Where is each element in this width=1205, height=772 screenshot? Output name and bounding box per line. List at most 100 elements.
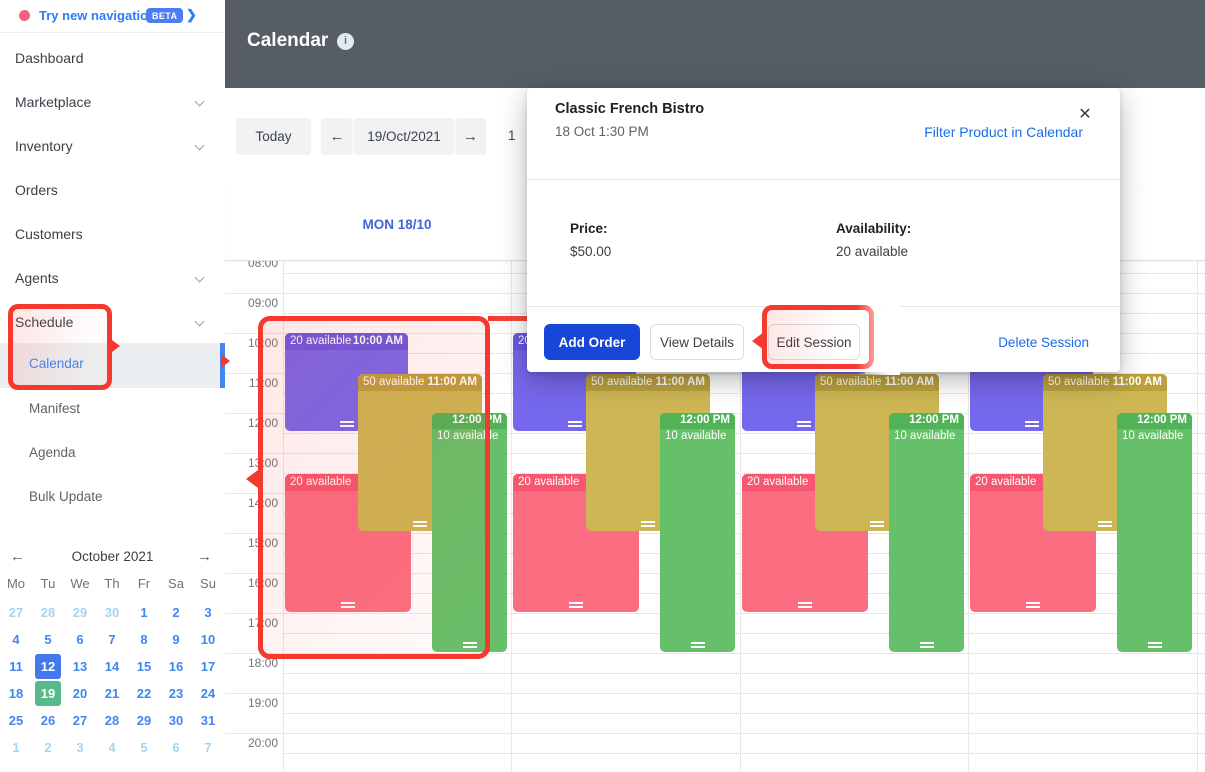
session-12pm[interactable]: 12:00 PM 10 available: [889, 413, 964, 652]
sidebar-item-schedule[interactable]: Schedule: [0, 309, 225, 335]
date-display[interactable]: 19/Oct/2021: [354, 118, 454, 155]
prev-day-arrow[interactable]: ←: [321, 118, 353, 155]
event-availability-label: 10 available: [432, 429, 507, 443]
hour-label: 18:00: [247, 656, 278, 670]
minical-day[interactable]: 7: [108, 632, 116, 647]
drag-handle-icon[interactable]: [870, 521, 884, 527]
edit-session-button[interactable]: Edit Session: [768, 324, 860, 360]
event-availability-label: 10 available: [1122, 430, 1184, 442]
filter-product-link[interactable]: Filter Product in Calendar: [924, 124, 1083, 140]
today-button[interactable]: Today: [236, 118, 311, 155]
minical-day[interactable]: 28: [40, 605, 56, 620]
sidebar-item-orders[interactable]: Orders: [15, 182, 58, 198]
minical-day[interactable]: 21: [104, 686, 120, 701]
minical-day[interactable]: 13: [72, 659, 88, 674]
chevron-down-icon: [194, 272, 205, 283]
minical-day[interactable]: 15: [136, 659, 152, 674]
minical-day[interactable]: 22: [136, 686, 152, 701]
chevron-down-icon: [194, 316, 205, 327]
minical-day[interactable]: 17: [200, 659, 216, 674]
minical-day[interactable]: 1: [140, 605, 148, 620]
day-column-header[interactable]: MON 18/10: [362, 217, 432, 232]
next-day-arrow[interactable]: →: [455, 118, 486, 155]
minical-selected-day[interactable]: 12: [35, 654, 61, 679]
minical-day[interactable]: 16: [168, 659, 184, 674]
event-availability-label: 20 available: [975, 476, 1037, 488]
minical-day[interactable]: 18: [8, 686, 24, 701]
minical-day[interactable]: 30: [168, 713, 184, 728]
minical-day[interactable]: 1: [12, 740, 20, 755]
minical-day[interactable]: 29: [72, 605, 88, 620]
drag-handle-icon[interactable]: [462, 642, 477, 648]
beta-banner[interactable]: Try new navigation BETA ❯: [0, 0, 225, 33]
minical-day[interactable]: 12: [32, 653, 64, 680]
minical-selected-day[interactable]: 19: [35, 681, 61, 706]
minical-day[interactable]: 25: [8, 713, 24, 728]
sidebar-item-agents[interactable]: Agents: [0, 265, 225, 291]
minical-day[interactable]: 26: [40, 713, 56, 728]
minical-day[interactable]: 9: [172, 632, 180, 647]
drag-handle-icon[interactable]: [1026, 602, 1040, 608]
minical-day[interactable]: 4: [108, 740, 116, 755]
minical-day[interactable]: 4: [12, 632, 20, 647]
notification-dot-icon: [19, 10, 30, 21]
minical-day[interactable]: 28: [104, 713, 120, 728]
minical-day[interactable]: 29: [136, 713, 152, 728]
minical-day[interactable]: 6: [76, 632, 84, 647]
minical-day[interactable]: 23: [168, 686, 184, 701]
drag-handle-icon[interactable]: [567, 421, 582, 427]
minical-day[interactable]: 3: [204, 605, 212, 620]
session-12pm[interactable]: 12:00 PM 10 available: [1117, 413, 1192, 652]
minical-day[interactable]: 19: [32, 680, 64, 707]
sidebar-item-inventory[interactable]: Inventory: [0, 133, 225, 159]
delete-session-link[interactable]: Delete Session: [998, 335, 1089, 350]
drag-handle-icon[interactable]: [339, 421, 354, 427]
minical-day[interactable]: 8: [140, 632, 148, 647]
sidebar-item-customers[interactable]: Customers: [15, 226, 83, 242]
sidebar-item-manifest[interactable]: Manifest: [29, 401, 81, 416]
minical-day[interactable]: 6: [172, 740, 180, 755]
session-12pm[interactable]: 12:00 PM 10 available: [660, 413, 735, 652]
minical-day[interactable]: 27: [72, 713, 88, 728]
beta-banner-label[interactable]: Try new navigation: [39, 8, 157, 23]
sidebar-item-agenda[interactable]: Agenda: [29, 445, 76, 460]
minical-day[interactable]: 20: [72, 686, 88, 701]
info-icon[interactable]: i: [337, 33, 354, 50]
minical-day[interactable]: 30: [104, 605, 120, 620]
drag-handle-icon[interactable]: [413, 521, 427, 527]
minical-day[interactable]: 5: [44, 632, 52, 647]
sidebar-item-bulk-update[interactable]: Bulk Update: [29, 489, 103, 504]
minical-day[interactable]: 11: [9, 659, 23, 674]
minical-day[interactable]: 14: [104, 659, 120, 674]
session-130pm[interactable]: 20 available: [513, 474, 639, 612]
drag-handle-icon[interactable]: [796, 421, 811, 427]
sidebar-item-label: Calendar: [29, 356, 84, 371]
minical-prev-arrow[interactable]: ←: [10, 548, 25, 565]
drag-handle-icon[interactable]: [341, 602, 355, 608]
drag-handle-icon[interactable]: [919, 642, 934, 648]
drag-handle-icon[interactable]: [1147, 642, 1162, 648]
minical-day[interactable]: 10: [200, 632, 216, 647]
minical-day[interactable]: 2: [172, 605, 180, 620]
drag-handle-icon[interactable]: [641, 521, 655, 527]
sidebar-item-marketplace[interactable]: Marketplace: [0, 89, 225, 115]
drag-handle-icon[interactable]: [798, 602, 812, 608]
drag-handle-icon[interactable]: [569, 602, 583, 608]
minical-day[interactable]: 3: [76, 740, 84, 755]
minical-day[interactable]: 5: [140, 740, 148, 755]
drag-handle-icon[interactable]: [1098, 521, 1112, 527]
drag-handle-icon[interactable]: [1024, 421, 1039, 427]
close-icon[interactable]: ✕: [1078, 106, 1092, 123]
minical-day[interactable]: 24: [200, 686, 216, 701]
minical-day[interactable]: 2: [44, 740, 52, 755]
drag-handle-icon[interactable]: [690, 642, 705, 648]
sidebar-item-dashboard[interactable]: Dashboard: [15, 50, 84, 66]
minical-day[interactable]: 27: [8, 605, 24, 620]
minical-day[interactable]: 31: [200, 713, 216, 728]
event-availability-label: 20 available: [290, 335, 351, 348]
view-details-button[interactable]: View Details: [650, 324, 744, 360]
add-order-button[interactable]: Add Order: [544, 324, 640, 360]
minical-day[interactable]: 7: [204, 740, 212, 755]
minical-next-arrow[interactable]: →: [197, 548, 212, 565]
